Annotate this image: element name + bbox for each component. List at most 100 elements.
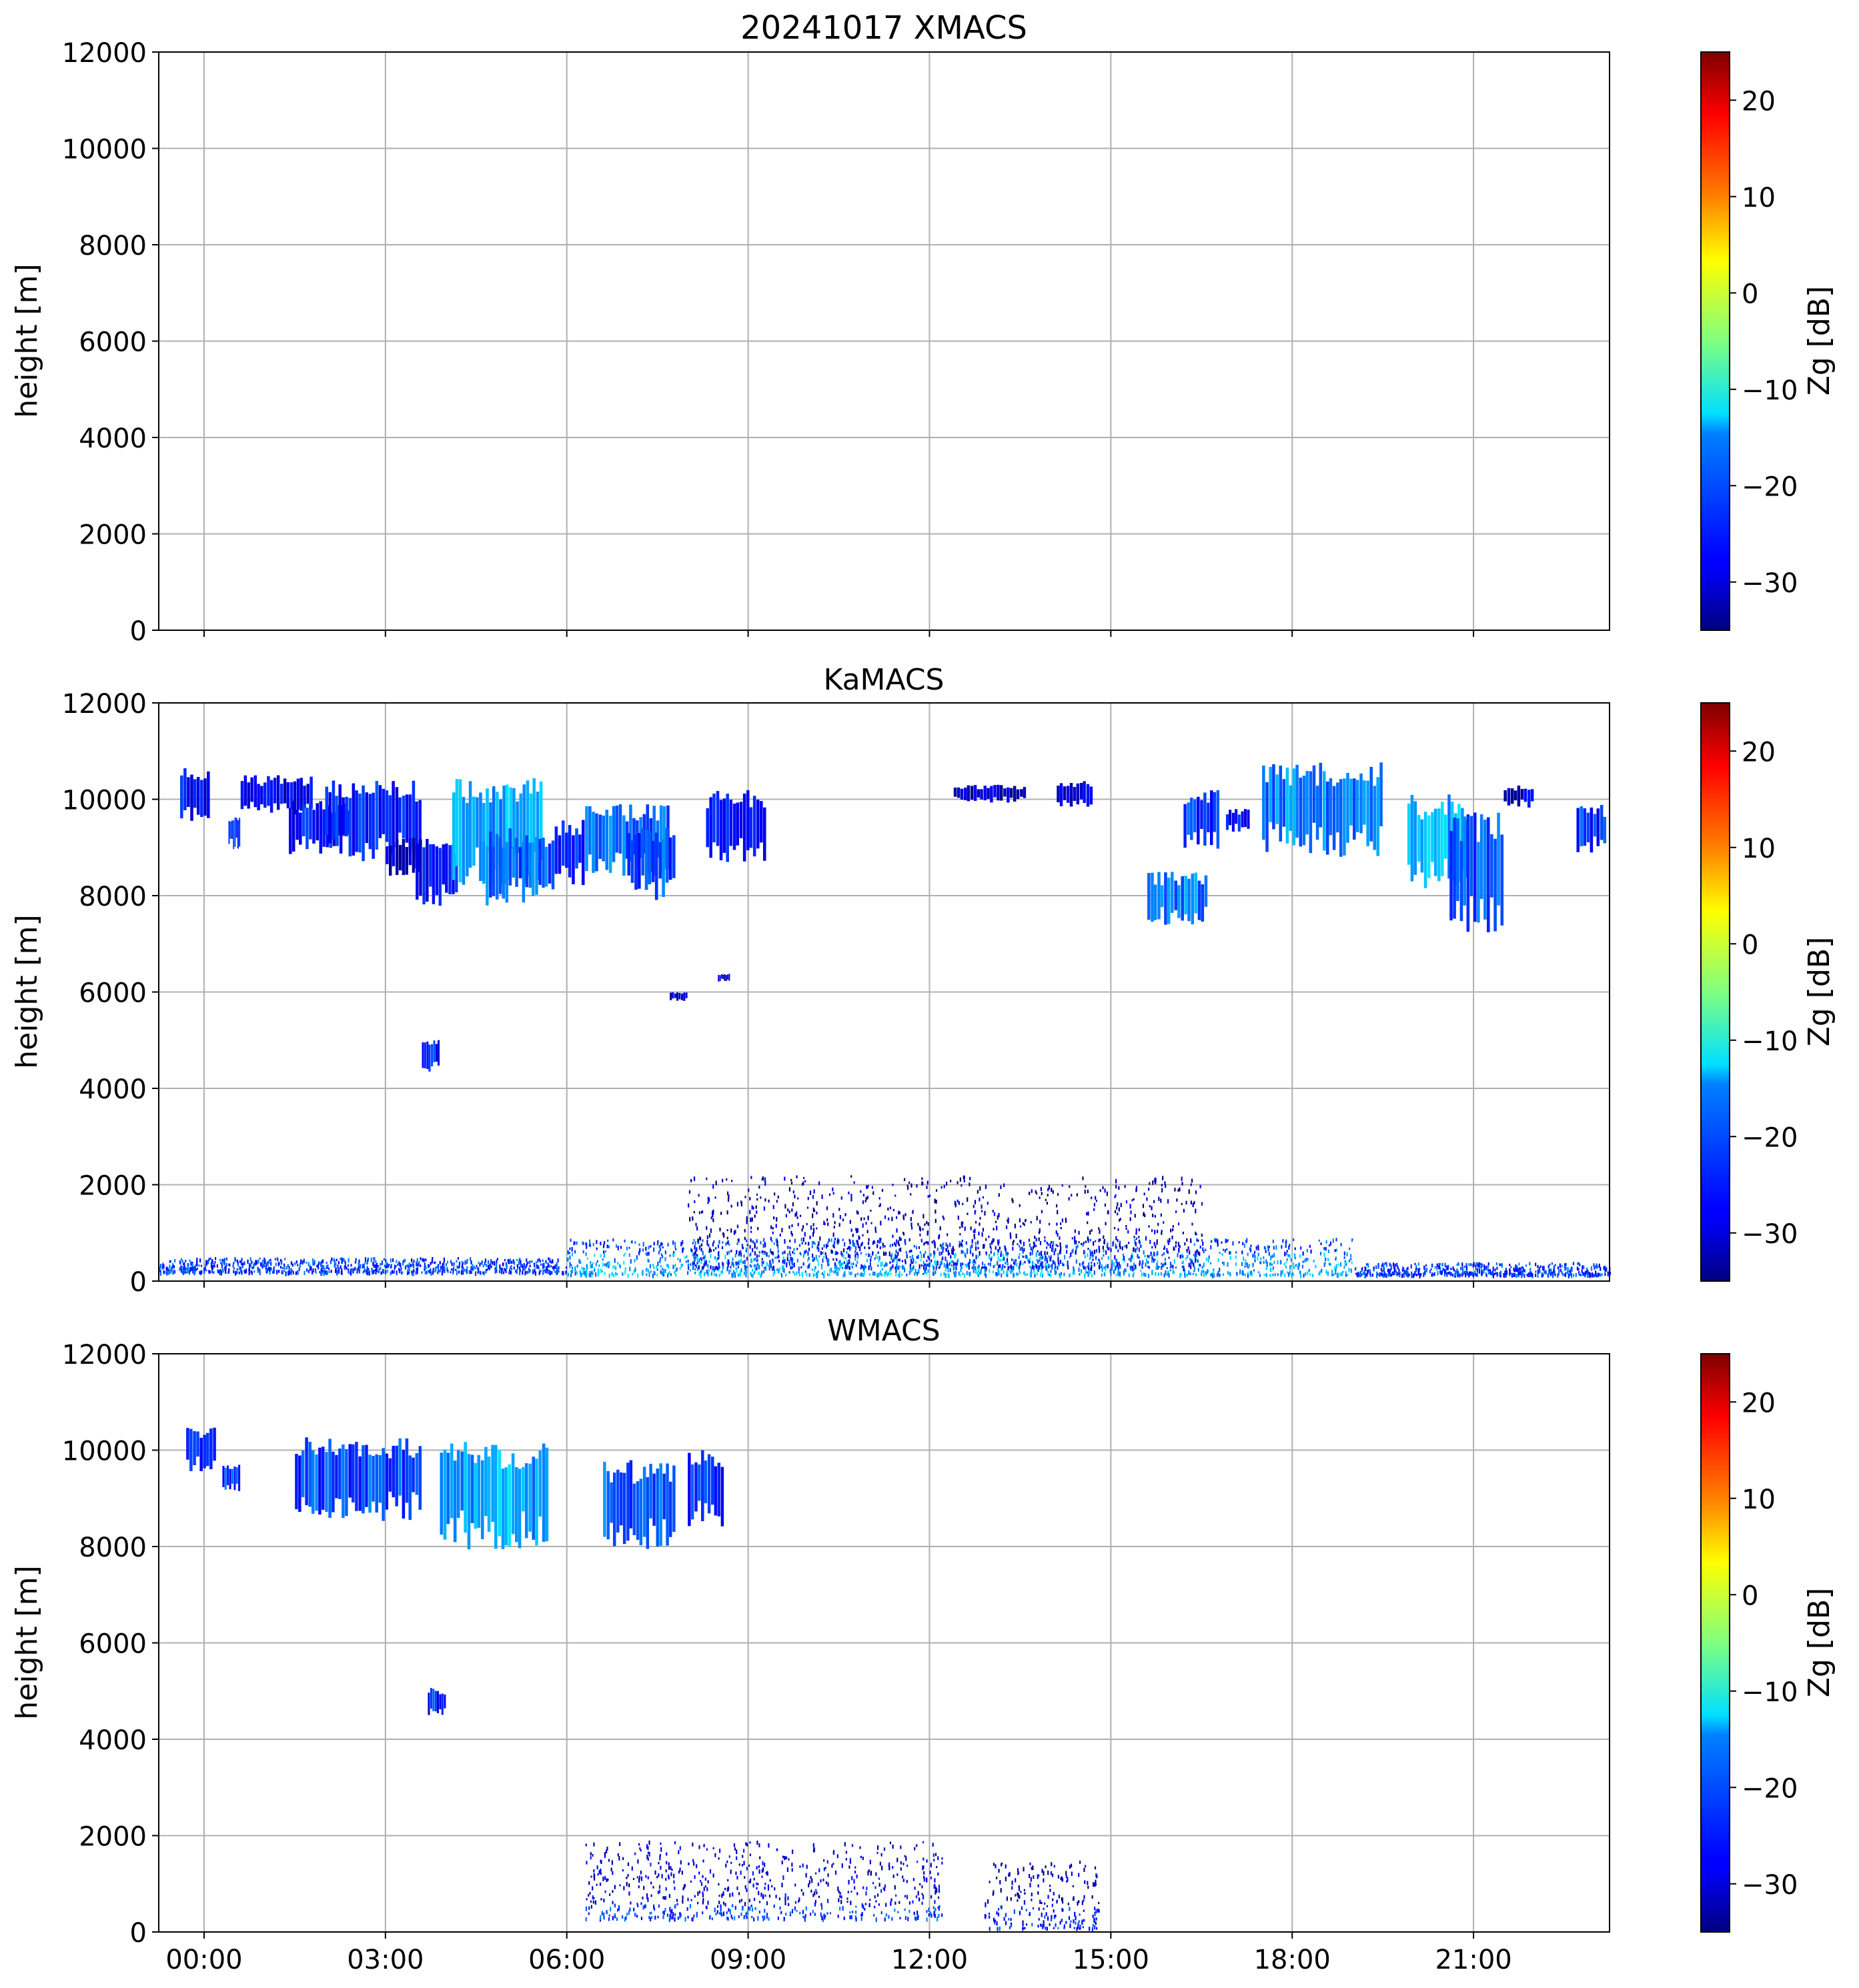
echo-speck: [542, 1270, 544, 1275]
colorbar-tick-label: −10: [1742, 375, 1798, 406]
echo-speck: [1550, 1272, 1552, 1276]
echo-speck: [184, 1268, 186, 1272]
echo-speck: [1343, 1256, 1345, 1259]
echo-speck: [1125, 1224, 1127, 1228]
echo-speck: [1060, 1272, 1063, 1276]
echo-speck: [1365, 1273, 1368, 1277]
echo-speck: [203, 1267, 205, 1272]
echo-speck: [1179, 1245, 1181, 1248]
echo-speck: [444, 1268, 446, 1273]
echo-speck: [1383, 1263, 1385, 1268]
echo-speck: [1125, 1268, 1127, 1272]
echo-speck: [740, 1258, 742, 1263]
echo-speck: [464, 1268, 466, 1272]
echo-streak: [627, 833, 631, 876]
echo-speck: [796, 1248, 798, 1250]
echo-speck: [1078, 1267, 1080, 1272]
echo-speck: [1267, 1245, 1269, 1248]
echo-speck: [1061, 1218, 1064, 1222]
echo-speck: [285, 1266, 288, 1270]
echo-speck: [1051, 1188, 1053, 1192]
echo-speck: [1406, 1271, 1408, 1276]
echo-speck: [842, 1248, 845, 1252]
echo-speck: [1265, 1274, 1267, 1277]
echo-speck: [284, 1258, 286, 1260]
echo-speck: [816, 1258, 818, 1262]
echo-speck: [1173, 1271, 1175, 1274]
echo-speck: [982, 1228, 985, 1232]
echo-speck: [1219, 1267, 1221, 1272]
echo-speck: [852, 1910, 854, 1913]
echo-speck: [1398, 1268, 1400, 1272]
echo-speck: [1519, 1271, 1521, 1276]
echo-speck: [882, 1887, 884, 1890]
echo-streak: [355, 790, 358, 852]
echo-streak: [299, 812, 302, 845]
echo-streak: [388, 1458, 392, 1492]
echo-speck: [263, 1258, 265, 1262]
echo-streak: [378, 1455, 382, 1503]
echo-speck: [608, 1265, 610, 1268]
echo-streak: [306, 784, 309, 804]
echo-speck: [1528, 1272, 1530, 1277]
echo-speck: [1355, 1272, 1357, 1275]
echo-speck: [362, 1263, 364, 1266]
echo-speck: [1035, 1190, 1037, 1194]
echo-streak: [1309, 771, 1313, 854]
echo-speck: [1119, 1218, 1121, 1221]
echo-speck: [765, 1872, 767, 1875]
echo-speck: [680, 1243, 682, 1246]
echo-speck: [1044, 1239, 1046, 1242]
echo-speck: [965, 1263, 968, 1268]
echo-speck: [574, 1266, 576, 1270]
echo-speck: [1471, 1272, 1473, 1276]
echo-speck: [225, 1262, 227, 1267]
echo-speck: [936, 1866, 938, 1869]
echo-speck: [1022, 1262, 1024, 1265]
echo-speck: [832, 1863, 834, 1865]
echo-speck: [1217, 1240, 1219, 1243]
echo-speck: [756, 1258, 758, 1262]
echo-speck: [1512, 1272, 1514, 1276]
echo-speck: [802, 1262, 804, 1266]
echo-speck: [1065, 1245, 1067, 1248]
echo-speck: [889, 1244, 891, 1248]
echo-speck: [1029, 1266, 1031, 1268]
echo-speck: [750, 1265, 752, 1268]
echo-speck: [1456, 1268, 1458, 1274]
echo-speck: [756, 1259, 758, 1262]
echo-speck: [942, 1249, 944, 1253]
echo-speck: [1115, 1243, 1117, 1247]
echo-speck: [848, 1238, 850, 1242]
echo-speck: [623, 1886, 625, 1891]
echo-speck: [205, 1269, 207, 1272]
echo-speck: [1481, 1272, 1483, 1275]
echo-speck: [850, 1246, 852, 1250]
echo-speck: [1045, 1256, 1047, 1262]
echo-speck: [360, 1264, 362, 1269]
echo-speck: [180, 1258, 183, 1261]
echo-speck: [1325, 1270, 1327, 1275]
echo-speck: [768, 1894, 771, 1898]
echo-speck: [1049, 1258, 1051, 1262]
echo-speck: [997, 1215, 999, 1220]
echo-speck: [876, 1274, 878, 1276]
echo-streak: [342, 1444, 345, 1519]
echo-speck: [804, 1250, 806, 1255]
echo-streak: [1177, 885, 1181, 918]
echo-speck: [1503, 1273, 1505, 1278]
echo-speck: [740, 1871, 742, 1875]
echo-speck: [902, 1862, 904, 1865]
echo-speck: [693, 1238, 695, 1242]
echo-speck: [1001, 1266, 1003, 1270]
echo-speck: [1594, 1265, 1597, 1268]
echo-speck: [1099, 1261, 1101, 1266]
echo-streak: [606, 1470, 610, 1540]
echo-speck: [1113, 1226, 1116, 1230]
y-tick-label: 2000: [79, 1171, 147, 1202]
echo-speck: [950, 1255, 952, 1259]
echo-speck: [1077, 1244, 1079, 1248]
echo-streak: [273, 778, 277, 804]
echo-speck: [959, 1243, 961, 1248]
echo-speck: [1431, 1273, 1433, 1277]
